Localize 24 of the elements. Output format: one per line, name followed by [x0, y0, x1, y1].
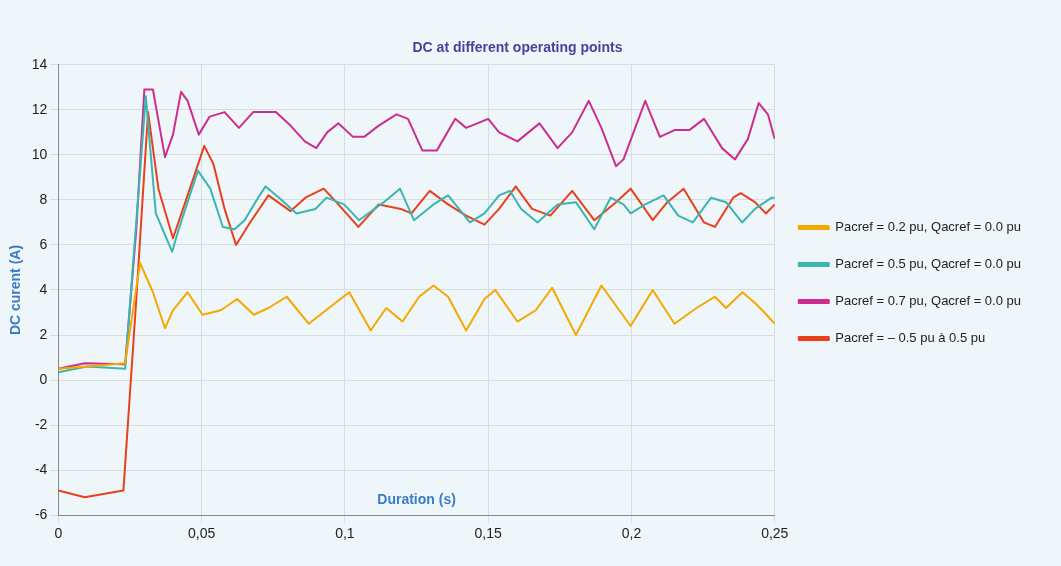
x-tick-label: 0	[54, 525, 63, 542]
y-tick-label: 2	[39, 325, 48, 342]
y-tick-label: 12	[31, 100, 48, 117]
y-tick-label: -4	[34, 461, 48, 478]
y-tick-label: -6	[34, 506, 48, 523]
y-tick-label: 10	[31, 145, 48, 162]
chart-title: DC at different operating points	[412, 39, 623, 56]
x-axis-title: Duration (s)	[377, 491, 456, 508]
y-tick-label: 4	[39, 280, 48, 297]
legend-label: Pacref = 0.2 pu, Qacref = 0.0 pu	[835, 219, 1022, 235]
x-tick-label: 0,15	[474, 525, 503, 542]
x-tick-label: 0,05	[188, 525, 216, 542]
x-tick-label: 0,25	[761, 525, 789, 542]
legend-label: Pacref = – 0.5 pu à 0.5 pu	[835, 330, 986, 346]
y-axis-title: DC curent (A)	[7, 244, 24, 336]
y-tick-label: 8	[39, 190, 48, 207]
legend-label: Pacref = 0.5 pu, Qacref = 0.0 pu	[835, 256, 1022, 272]
x-tick-label: 0,1	[335, 525, 355, 542]
y-tick-label: 0	[39, 370, 48, 387]
x-tick-label: 0,2	[621, 525, 642, 542]
y-tick-label: 6	[39, 235, 48, 252]
y-tick-label: -2	[34, 415, 48, 432]
y-tick-label: 14	[31, 55, 48, 72]
legend-label: Pacref = 0.7 pu, Qacref = 0.0 pu	[835, 293, 1022, 309]
